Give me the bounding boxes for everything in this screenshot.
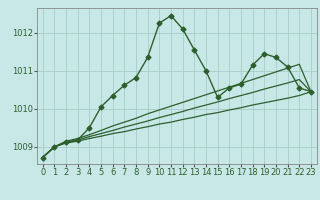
Text: Graphe pression niveau de la mer (hPa): Graphe pression niveau de la mer (hPa): [41, 183, 279, 193]
